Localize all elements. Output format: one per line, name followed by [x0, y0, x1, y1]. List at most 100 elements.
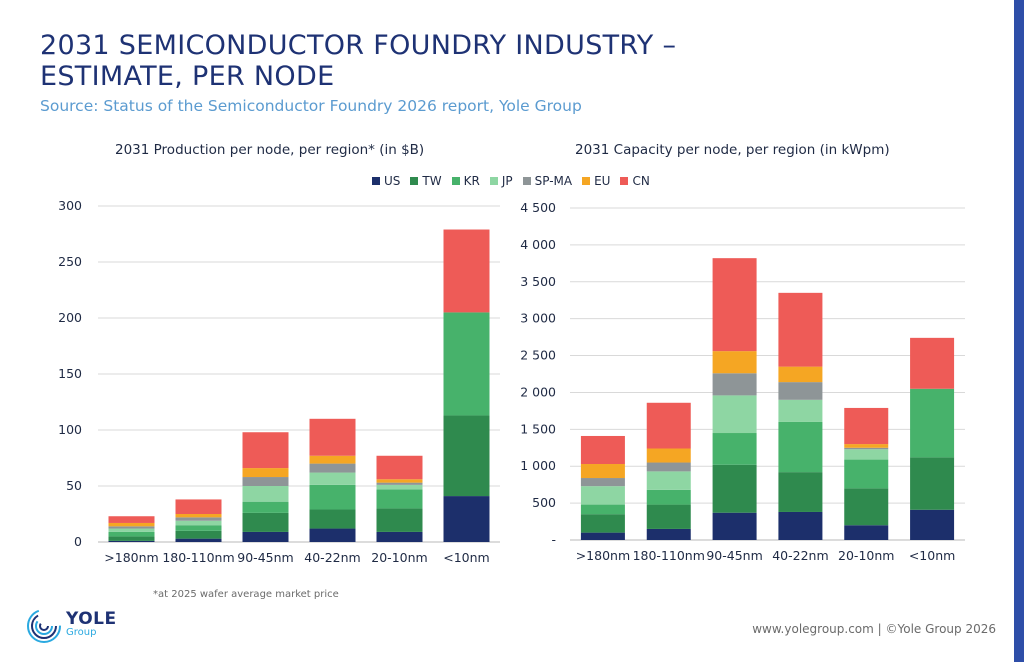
production-y-tick-label: 300	[58, 198, 82, 213]
capacity-bar-segment-kr	[778, 421, 823, 473]
capacity-bar-segment-cn	[910, 337, 955, 389]
capacity-bar-segment-jp	[712, 395, 757, 434]
capacity-bar-segment-jp	[646, 471, 691, 490]
production-y-tick-label: 0	[74, 534, 82, 549]
production-bar-segment-cn	[175, 499, 222, 514]
production-x-tick-label: <10nm	[443, 550, 489, 565]
production-bar-segment-us	[242, 531, 289, 542]
production-bar-segment-jp	[242, 486, 289, 502]
capacity-x-tick-label: <10nm	[909, 548, 955, 563]
page-title: 2031 SEMICONDUCTOR FOUNDRY INDUSTRY – ES…	[40, 30, 677, 92]
production-bar-segment-sp-ma	[309, 463, 356, 473]
capacity-bar-segment-cn	[646, 402, 691, 449]
capacity-bar-segment-us	[910, 509, 955, 540]
production-bar-segment-jp	[108, 528, 155, 532]
production-bar-segment-eu	[376, 479, 423, 483]
capacity-bar-segment-jp	[778, 399, 823, 422]
capacity-bar-segment-tw	[646, 504, 691, 529]
capacity-bar-segment-tw	[580, 514, 625, 533]
production-bar-segment-cn	[443, 229, 490, 313]
capacity-bar-segment-kr	[844, 459, 889, 489]
capacity-bar-segment-us	[844, 525, 889, 540]
production-x-tick-label: 180-110nm	[162, 550, 234, 565]
capacity-bar-segment-eu	[712, 351, 757, 374]
legend-item-eu: EU	[582, 174, 610, 188]
logo-text: YOLE Group	[66, 611, 117, 639]
production-bar-segment-eu	[309, 455, 356, 464]
footer-copyright-link[interactable]: www.yolegroup.com | ©Yole Group 2026	[752, 622, 996, 636]
capacity-y-tick-label: 3 500	[520, 274, 556, 289]
capacity-bar-segment-sp-ma	[844, 447, 889, 450]
production-bar-segment-eu	[108, 522, 155, 527]
logo-sub: Group	[66, 627, 97, 638]
capacity-y-tick-label: 4 500	[520, 200, 556, 215]
capacity-bar-segment-sp-ma	[646, 462, 691, 472]
accent-bar	[1014, 0, 1024, 662]
legend-item-kr: KR	[451, 174, 480, 188]
capacity-bar-segment-cn	[844, 407, 889, 445]
legend-item-us: US	[372, 174, 400, 188]
production-bar-segment-cn	[309, 418, 356, 456]
yole-logo[interactable]: YOLE Group	[26, 608, 117, 644]
capacity-y-tick-label: 2 500	[520, 348, 556, 363]
capacity-bar-segment-us	[580, 532, 625, 540]
capacity-bar-segment-eu	[646, 448, 691, 463]
production-bar-segment-sp-ma	[175, 517, 222, 521]
capacity-y-tick-label: 1 000	[520, 458, 556, 473]
production-bar-segment-sp-ma	[108, 526, 155, 529]
legend-swatch	[372, 177, 380, 185]
production-bar-segment-cn	[242, 432, 289, 469]
capacity-x-tick-label: >180nm	[576, 548, 630, 563]
capacity-y-tick-label: 1 500	[520, 421, 556, 436]
production-bar-segment-eu	[175, 514, 222, 518]
legend-swatch	[620, 177, 629, 185]
production-bar-segment-kr	[376, 489, 423, 509]
legend-label: JP	[501, 174, 513, 188]
capacity-bar-segment-cn	[580, 435, 625, 465]
production-bar-segment-eu	[242, 468, 289, 478]
capacity-y-tick-label: 500	[532, 495, 556, 510]
capacity-chart-title: 2031 Capacity per node, per region (in k…	[575, 142, 890, 158]
production-bar-segment-kr	[443, 312, 490, 416]
capacity-y-tick-label: 3 000	[520, 311, 556, 326]
capacity-bar-segment-jp	[844, 449, 889, 460]
production-bar-segment-kr	[309, 484, 356, 510]
production-bar-segment-us	[175, 538, 222, 542]
capacity-bar-segment-kr	[910, 388, 955, 458]
legend-swatch	[410, 177, 419, 185]
capacity-x-tick-label: 20-10nm	[838, 548, 894, 563]
production-bar-segment-jp	[175, 520, 222, 526]
capacity-x-tick-label: 40-22nm	[772, 548, 828, 563]
production-bar-segment-kr	[242, 501, 289, 513]
capacity-x-tick-label: 180-110nm	[633, 548, 705, 563]
capacity-bar-segment-tw	[712, 464, 757, 513]
production-x-tick-label: 20-10nm	[371, 550, 427, 565]
capacity-bar-segment-tw	[778, 472, 823, 512]
legend-item-jp: JP	[489, 174, 513, 188]
production-bar-segment-us	[443, 496, 490, 542]
legend-swatch	[522, 177, 531, 185]
legend-label: US	[384, 174, 401, 188]
legend-swatch	[489, 177, 498, 185]
legend-label: KR	[463, 174, 480, 188]
production-bar-segment-us	[309, 528, 356, 542]
production-bar-segment-sp-ma	[242, 477, 289, 486]
production-x-tick-label: >180nm	[104, 550, 158, 565]
legend-label: CN	[632, 174, 650, 188]
capacity-bar-segment-sp-ma	[580, 478, 625, 487]
capacity-bar-segment-tw	[910, 457, 955, 510]
capacity-bar-segment-tw	[844, 488, 889, 526]
capacity-bar-segment-eu	[844, 444, 889, 448]
production-bar-segment-tw	[175, 530, 222, 539]
production-y-tick-label: 250	[58, 254, 82, 269]
page-subtitle: Source: Status of the Semiconductor Foun…	[40, 97, 582, 115]
production-bar-segment-us	[376, 531, 423, 542]
yole-logo-icon	[27, 609, 61, 643]
chart-legend: US TW KR JP SP-MA EU CN	[372, 174, 660, 188]
production-bar-segment-tw	[108, 536, 155, 541]
production-bar-segment-sp-ma	[376, 482, 423, 485]
capacity-bar-segment-us	[646, 528, 691, 540]
capacity-bar-segment-eu	[778, 366, 823, 383]
footnote: *at 2025 wafer average market price	[153, 589, 339, 600]
